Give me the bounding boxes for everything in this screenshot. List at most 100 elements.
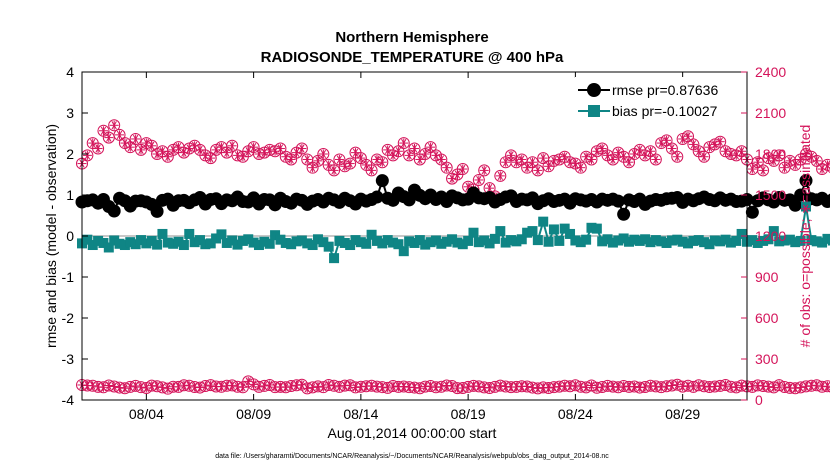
bias-point — [152, 239, 163, 250]
bias-point — [763, 234, 774, 245]
bias-point — [645, 237, 656, 248]
obs-count-marker — [735, 145, 748, 158]
y-right-tick-label: 300 — [755, 351, 779, 367]
y-right-tick-label: 1500 — [755, 187, 786, 203]
y-left-tick-label: -3 — [62, 351, 75, 367]
bias-point — [409, 237, 420, 248]
rmse-point — [745, 205, 759, 219]
obs-marker-circle — [660, 134, 673, 147]
obs-count-marker — [397, 137, 410, 150]
bias-point — [683, 238, 694, 249]
bias-point — [441, 236, 452, 247]
obs-count-marker — [537, 152, 550, 165]
bias-point — [361, 238, 372, 249]
bias-point — [565, 228, 576, 239]
bias-point — [704, 239, 715, 250]
obs-marker-circle — [623, 156, 636, 169]
obs-marker-circle — [113, 128, 126, 141]
bias-point — [575, 237, 586, 248]
y-axis-right-label: # of obs: o=possible; ∗=assimilated — [797, 125, 813, 348]
bias-point — [366, 229, 377, 240]
obs-marker-circle — [682, 130, 695, 143]
bias-point — [393, 239, 404, 250]
bias-point — [200, 239, 211, 250]
obs-marker-circle — [644, 145, 657, 158]
y-left-tick-label: 0 — [66, 228, 74, 244]
obs-count-marker — [515, 153, 528, 166]
obs-count-marker — [660, 134, 673, 147]
bias-point — [489, 233, 500, 244]
bias-point — [216, 229, 227, 240]
bias-point — [586, 222, 597, 233]
obs-count-marker — [478, 164, 491, 177]
bias-point — [736, 228, 747, 239]
bias-point — [817, 237, 828, 248]
obs-count-marker — [328, 164, 341, 177]
rmse-point — [617, 207, 631, 221]
y-right-tick-label: 1800 — [755, 146, 786, 162]
obs-count-marker — [494, 169, 507, 182]
bias-point — [784, 234, 795, 245]
bias-point — [758, 235, 769, 246]
obs-count-marker — [376, 156, 389, 169]
obs-marker-circle — [714, 135, 727, 148]
obs-marker-circle — [226, 139, 239, 152]
bias-point — [275, 234, 286, 245]
bias-point — [264, 238, 275, 249]
bias-point — [543, 236, 554, 247]
bias-point — [790, 237, 801, 248]
bias-series-layer — [77, 201, 830, 264]
bias-point — [822, 233, 830, 244]
obs-marker-circle — [826, 381, 830, 393]
bias-point — [827, 235, 830, 246]
bias-point — [146, 235, 157, 246]
bias-point — [82, 234, 93, 245]
obs-count-marker — [526, 156, 539, 169]
bias-point — [693, 235, 704, 246]
bias-point — [661, 237, 672, 248]
obs-marker-circle — [317, 148, 330, 160]
y-left-tick-label: 1 — [66, 187, 74, 203]
obs-count-marker — [408, 142, 421, 155]
y-axis-left-label: rmse and bias (model - observation) — [43, 124, 59, 348]
obs-marker-circle — [671, 150, 684, 163]
obs-marker-circle — [424, 141, 437, 154]
obs-count-marker — [456, 163, 469, 176]
bias-point — [516, 234, 527, 245]
bias-point — [570, 235, 581, 246]
bias-point — [479, 235, 490, 246]
bias-point — [677, 236, 688, 247]
bias-point — [157, 228, 168, 239]
rmse-point — [107, 204, 121, 218]
bias-point — [559, 223, 570, 234]
bias-point — [699, 237, 710, 248]
bias-point — [194, 235, 205, 246]
obs-marker-circle — [810, 154, 823, 167]
bias-point — [114, 238, 125, 249]
x-tick-label: 08/09 — [236, 406, 271, 422]
bias-point — [650, 235, 661, 246]
bias-point — [286, 239, 297, 250]
chart-legend: rmse pr=0.87636 bias pr=-0.10027 — [575, 77, 741, 121]
bias-point — [291, 236, 302, 247]
obs-count-marker — [574, 161, 587, 174]
obs-count-marker — [424, 141, 437, 154]
obs-marker-circle — [274, 142, 287, 155]
obs-marker-circle — [456, 163, 469, 176]
bias-point — [130, 239, 141, 250]
obs-marker-circle — [757, 164, 770, 177]
bias-point — [420, 239, 431, 250]
bias-point — [243, 234, 254, 245]
obs-count-marker — [472, 173, 485, 186]
bias-point — [795, 235, 806, 246]
obs-count-marker — [644, 145, 657, 158]
bias-point — [607, 237, 618, 248]
bias-point — [731, 235, 742, 246]
obs-marker-circle — [526, 156, 539, 169]
bias-point — [312, 234, 323, 245]
obs-count-marker — [387, 149, 400, 162]
legend-bias-marker — [588, 105, 600, 117]
obs-marker-circle — [129, 132, 142, 145]
obs-count-marker — [145, 139, 158, 152]
